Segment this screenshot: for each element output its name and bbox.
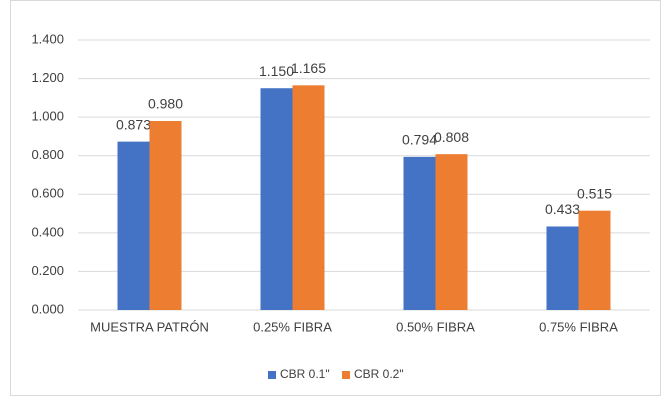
legend-label: CBR 0.1" xyxy=(280,367,330,381)
legend-swatch xyxy=(342,371,350,379)
data-label: 0.515 xyxy=(577,185,612,201)
y-tick-label: 1.200 xyxy=(31,70,64,85)
data-label: 0.808 xyxy=(434,129,469,145)
bar xyxy=(292,85,325,310)
bar xyxy=(435,154,468,310)
data-label: 0.794 xyxy=(402,132,437,148)
x-tick-label: 0.25% FIBRA xyxy=(253,319,332,334)
data-label: 0.980 xyxy=(148,96,183,112)
data-label: 1.165 xyxy=(291,60,326,76)
x-tick-label: 0.50% FIBRA xyxy=(396,319,475,334)
y-tick-label: 1.000 xyxy=(31,109,64,124)
y-tick-label: 0.400 xyxy=(31,224,64,239)
y-tick-label: 0.800 xyxy=(31,147,64,162)
x-tick-label: MUESTRA PATRÓN xyxy=(90,319,209,334)
y-tick-label: 0.600 xyxy=(31,186,64,201)
bar xyxy=(403,156,436,310)
y-tick-label: 0.000 xyxy=(31,301,64,316)
bar xyxy=(117,141,150,310)
legend-swatch xyxy=(268,371,276,379)
bar xyxy=(578,210,611,310)
legend-label: CBR 0.2" xyxy=(354,367,404,381)
bar xyxy=(149,121,182,310)
data-label: 1.150 xyxy=(259,63,294,79)
data-label: 0.433 xyxy=(545,201,580,217)
x-tick-label: 0.75% FIBRA xyxy=(539,319,618,334)
bar xyxy=(260,88,293,310)
data-label: 0.873 xyxy=(116,116,151,132)
y-tick-label: 1.400 xyxy=(31,31,64,46)
y-tick-label: 0.200 xyxy=(31,263,64,278)
bar xyxy=(546,226,579,310)
chart-frame xyxy=(10,0,661,396)
